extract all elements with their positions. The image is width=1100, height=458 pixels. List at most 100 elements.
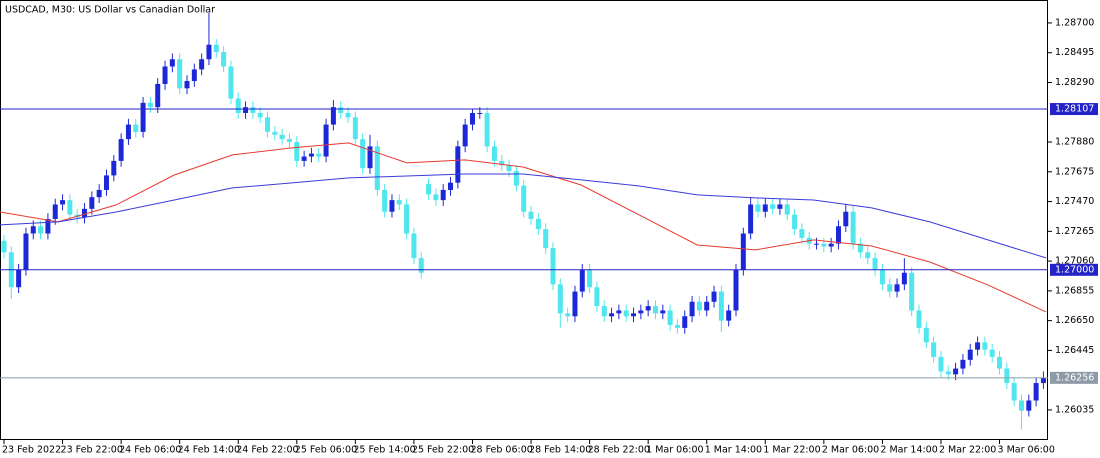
- candle-body: [177, 59, 183, 89]
- x-tick-label: 2 Mar 22:00: [939, 445, 996, 456]
- candle-body: [704, 301, 710, 311]
- candle-body: [1011, 383, 1017, 401]
- candle-body: [762, 204, 768, 212]
- level-label: 1.26256: [1055, 372, 1094, 383]
- y-tick-label: 1.28495: [1055, 47, 1094, 58]
- candle-body: [733, 269, 739, 311]
- level-label: 1.28107: [1055, 104, 1094, 115]
- candle-body: [594, 287, 600, 307]
- candle-body: [433, 194, 439, 201]
- x-tick-label: 28 Feb 22:00: [588, 445, 650, 456]
- candle-body: [374, 146, 380, 190]
- marks: [0, 12, 1047, 430]
- candle-body: [975, 342, 981, 350]
- candle-body: [1033, 383, 1039, 401]
- candle-body: [272, 131, 278, 135]
- x-tick-label: 3 Mar 06:00: [998, 445, 1055, 456]
- candle-body: [1, 240, 7, 253]
- candle-body: [770, 204, 776, 209]
- candle-body: [301, 156, 307, 161]
- x-tick-label: 2 Mar 14:00: [880, 445, 937, 456]
- candle-body: [45, 218, 51, 234]
- candle-body: [967, 349, 973, 360]
- candle-body: [821, 243, 827, 247]
- candle-body: [682, 316, 688, 328]
- x-tick-label: 1 Mar 14:00: [705, 445, 762, 456]
- candle-body: [616, 310, 622, 314]
- candle-body: [872, 258, 878, 270]
- x-tick-label: 24 Feb 22:00: [236, 445, 298, 456]
- y-tick-label: 1.28290: [1055, 77, 1094, 88]
- candle-body: [140, 102, 146, 132]
- x-tick-label: 25 Feb 14:00: [353, 445, 415, 456]
- candle-body: [16, 269, 22, 288]
- candle-body: [631, 313, 637, 317]
- candle-body: [506, 165, 512, 172]
- candle-body: [404, 204, 410, 234]
- candle-body: [484, 112, 490, 147]
- candle-body: [835, 226, 841, 244]
- candle-body: [652, 306, 658, 314]
- candle-body: [777, 204, 783, 209]
- candle-body: [418, 258, 424, 273]
- candle-body: [455, 146, 461, 183]
- candle-body: [726, 310, 732, 321]
- candle-body: [30, 226, 36, 234]
- candle-body: [265, 117, 271, 132]
- candle-body: [557, 284, 563, 314]
- candle-body: [279, 134, 285, 140]
- candle-body: [828, 243, 834, 247]
- candle-body: [411, 233, 417, 259]
- x-tick-label: 23 Feb 22:00: [61, 445, 123, 456]
- candle-body: [367, 146, 373, 169]
- level-box: [1050, 103, 1098, 116]
- candle-body: [696, 301, 702, 311]
- candle-body: [103, 175, 109, 190]
- candle-body: [235, 98, 241, 113]
- candle-body: [286, 139, 292, 143]
- candle-body: [323, 124, 329, 157]
- candle-body: [982, 342, 988, 350]
- candle-body: [799, 229, 805, 238]
- candle-body: [1004, 368, 1010, 384]
- candle-body: [814, 243, 820, 245]
- candle-body: [865, 252, 871, 259]
- candle-body: [645, 306, 651, 311]
- candle-body: [916, 310, 922, 328]
- candle-body: [923, 327, 929, 343]
- x-tick-label: 25 Feb 22:00: [412, 445, 474, 456]
- x-tick-label: 28 Feb 14:00: [529, 445, 591, 456]
- candle-body: [89, 197, 95, 209]
- candle-body: [1040, 377, 1046, 384]
- candle-body: [155, 83, 161, 108]
- ma-line: [0, 142, 1047, 313]
- x-tick-label: 24 Feb 06:00: [119, 445, 181, 456]
- candle-body: [960, 359, 966, 369]
- y-tick-label: 1.28700: [1055, 17, 1094, 28]
- plot-frame: [0, 0, 1048, 440]
- y-tick-label: 1.27060: [1055, 256, 1094, 267]
- candle-body: [147, 102, 153, 108]
- candle-body: [857, 243, 863, 253]
- candle-body: [755, 204, 761, 212]
- candle-body: [462, 124, 468, 147]
- candle-body: [997, 356, 1003, 369]
- candle-body: [535, 218, 541, 230]
- candle-body: [221, 51, 227, 67]
- candle-body: [250, 107, 256, 113]
- candle-body: [601, 306, 607, 317]
- y-tick-label: 1.26445: [1055, 345, 1094, 356]
- candle-body: [499, 160, 505, 166]
- candle-body: [667, 310, 673, 325]
- candle-body: [513, 171, 519, 186]
- candle-body: [308, 153, 314, 157]
- candle-body: [330, 107, 336, 125]
- candle-body: [901, 272, 907, 285]
- candle-body: [543, 229, 549, 249]
- y-tick-label: 1.26035: [1055, 404, 1094, 415]
- candle-body: [909, 272, 915, 311]
- candle-body: [389, 200, 395, 212]
- candle-body: [894, 284, 900, 292]
